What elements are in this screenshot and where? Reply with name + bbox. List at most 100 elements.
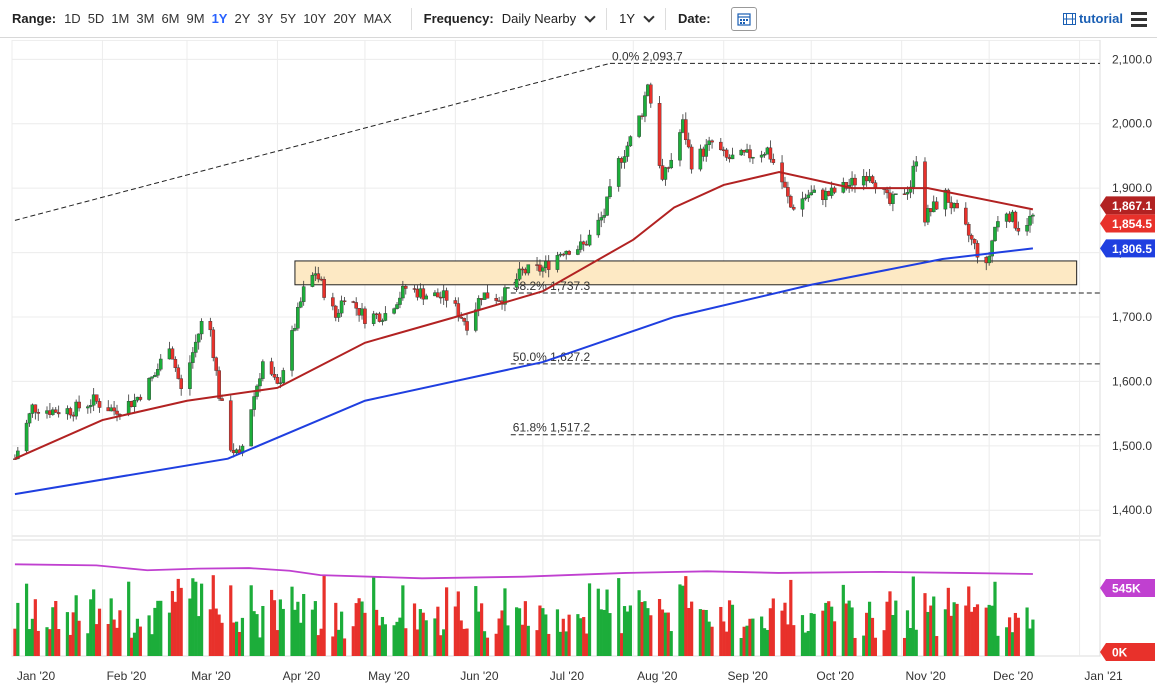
volume-bar — [751, 618, 755, 656]
candle-body — [1031, 214, 1035, 217]
volume-bar — [792, 625, 796, 656]
volume-bar — [129, 637, 134, 656]
tutorial-link[interactable]: tutorial — [1062, 11, 1123, 26]
candle-body — [751, 157, 755, 159]
volume-bar — [608, 613, 612, 656]
volume-bar — [48, 629, 52, 656]
volume-bar — [112, 619, 116, 656]
range-button-6m[interactable]: 6M — [161, 11, 180, 26]
volume-bar — [946, 587, 950, 656]
candle-body — [331, 297, 335, 307]
candle-body — [401, 285, 405, 299]
volume-bar — [786, 624, 790, 656]
volume-bar — [885, 601, 889, 656]
range-button-max[interactable]: MAX — [363, 11, 392, 26]
calendar-button[interactable] — [730, 6, 757, 31]
x-tick-label: Jun '20 — [460, 669, 499, 683]
price-chart[interactable]: 0.0% 2,093.738.2% 1,737.350.0% 1,627.261… — [0, 40, 1157, 692]
candle-body — [783, 181, 787, 188]
candle-body — [975, 243, 980, 258]
volume-bar — [582, 617, 586, 656]
candle-body — [150, 376, 154, 379]
candle-body — [371, 313, 376, 324]
price-value-tag-bg — [1100, 214, 1155, 233]
fib-label: 0.0% 2,093.7 — [612, 49, 683, 63]
candle-body — [990, 240, 994, 257]
volume-bar — [949, 615, 953, 656]
candle-body — [996, 221, 1000, 228]
range-button-9m[interactable]: 9M — [186, 11, 205, 26]
volume-bar — [628, 605, 632, 656]
candle-body — [730, 154, 735, 160]
candle-body — [217, 370, 221, 399]
x-tick-label: Nov '20 — [905, 669, 946, 683]
range-button-3y[interactable]: 3Y — [257, 11, 274, 26]
range-button-10y[interactable]: 10Y — [303, 11, 327, 26]
candle-body — [561, 253, 566, 256]
candle-body — [902, 193, 907, 195]
range-button-1m[interactable]: 1M — [111, 11, 130, 26]
candle-body — [1013, 211, 1018, 229]
volume-bar — [908, 628, 913, 656]
volume-bar — [150, 634, 154, 656]
volume-bar — [340, 611, 344, 656]
volume-bar — [275, 630, 280, 656]
range-button-1y[interactable]: 1Y — [211, 11, 228, 26]
range-button-1d[interactable]: 1D — [64, 11, 81, 26]
candle-body — [964, 207, 968, 225]
candle-body — [196, 333, 201, 343]
candle-body — [934, 201, 939, 210]
candle-body — [762, 153, 767, 156]
candle-body — [275, 377, 280, 384]
volume-bar — [538, 605, 542, 656]
candle-body — [1025, 225, 1029, 232]
range-button-20y[interactable]: 20Y — [333, 11, 357, 26]
volume-bar — [841, 584, 845, 656]
range-button-2y[interactable]: 2Y — [234, 11, 251, 26]
frequency-dropdown[interactable]: Daily Nearby — [502, 10, 596, 26]
candle-body — [377, 313, 382, 322]
volume-bar — [153, 607, 157, 656]
candle-body — [669, 159, 674, 169]
candle-body — [684, 119, 688, 141]
volume-bar — [847, 600, 851, 656]
volume-bar — [272, 600, 277, 656]
candle-body — [214, 357, 218, 371]
volume-bar — [742, 626, 746, 656]
volume-bar — [678, 584, 682, 656]
hamburger-menu-icon[interactable] — [1131, 12, 1147, 30]
candle-body — [689, 146, 694, 170]
candle-body — [395, 304, 399, 309]
candle-body — [333, 305, 338, 318]
fib-label: 61.8% 1,517.2 — [513, 421, 591, 435]
candle-body — [272, 374, 277, 378]
candle-body — [473, 309, 478, 331]
volume-bar — [199, 583, 204, 656]
volume-bar — [357, 598, 361, 656]
volume-bar — [558, 631, 562, 656]
candle-body — [648, 84, 653, 104]
volume-bar — [1013, 612, 1018, 656]
volume-bar — [649, 615, 653, 656]
support-zone — [294, 260, 1078, 286]
candle-body — [599, 217, 604, 221]
range-button-5d[interactable]: 5D — [87, 11, 105, 26]
volume-bar — [220, 622, 224, 656]
period-dropdown[interactable]: 1Y — [619, 10, 655, 26]
range-button-5y[interactable]: 5Y — [280, 11, 297, 26]
candle-body — [476, 298, 481, 310]
candle-body — [316, 273, 321, 280]
volume-bar — [894, 600, 898, 656]
candle-body — [436, 292, 440, 298]
candle-body — [1016, 227, 1021, 232]
volume-ma-value-tag-text: 545K — [1112, 582, 1141, 596]
range-button-3m[interactable]: 3M — [136, 11, 155, 26]
volume-bar — [462, 628, 466, 656]
candle-body — [546, 260, 551, 270]
candle-body — [453, 300, 458, 304]
tutorial-label: tutorial — [1078, 11, 1123, 26]
candle-body — [809, 192, 814, 196]
volume-bar — [127, 581, 131, 656]
volume-bar — [602, 609, 606, 656]
volume-bar — [398, 617, 402, 656]
